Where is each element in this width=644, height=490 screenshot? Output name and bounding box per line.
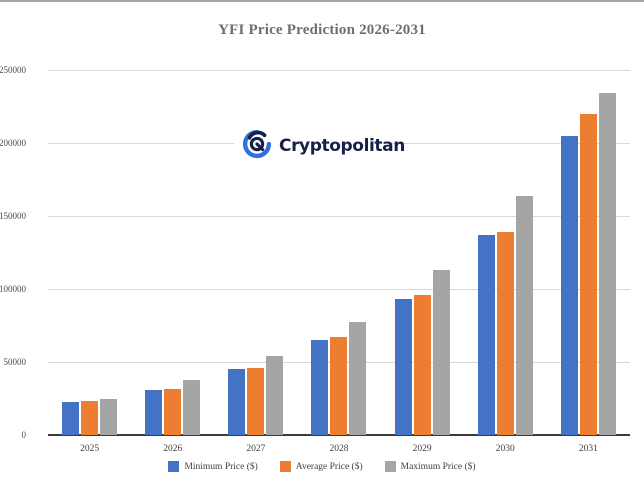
x-axis-tick-label: 2028 — [329, 444, 349, 454]
watermark: Cryptopolitan — [234, 120, 405, 172]
legend-item-average[interactable]: Average Price ($) — [279, 461, 363, 472]
legend-item-minimum[interactable]: Minimum Price ($) — [168, 461, 258, 472]
watermark-brand: Cryptopolitan — [279, 136, 405, 156]
bar-average[interactable] — [81, 400, 99, 435]
y-axis-tick-label: 250000 — [0, 65, 26, 75]
chart-title: YFI Price Prediction 2026-2031 — [218, 22, 426, 38]
chart-legend: Minimum Price ($) Average Price ($) Maximu… — [0, 461, 644, 472]
bar-maximum[interactable] — [349, 322, 367, 435]
legend-swatch-average — [279, 461, 291, 472]
x-axis-line — [48, 434, 630, 436]
bar-groups: 2025 2026 2027 2028 2029 2030 2031 — [48, 70, 630, 454]
bar-average[interactable] — [164, 389, 182, 435]
legend-item-maximum[interactable]: Maximum Price ($) — [384, 461, 476, 472]
gridline — [48, 289, 630, 290]
legend-swatch-minimum — [168, 461, 180, 472]
bar-average[interactable] — [413, 295, 431, 435]
bar-group: 2030 — [464, 70, 547, 454]
x-axis-tick-label: 2031 — [578, 444, 598, 454]
gridline — [48, 216, 630, 217]
bar-group: 2027 — [214, 70, 297, 454]
bar-minimum[interactable] — [477, 234, 495, 435]
y-axis-tick-label: 100000 — [0, 284, 26, 294]
bar-average[interactable] — [579, 113, 597, 435]
bar-average[interactable] — [496, 232, 514, 435]
bar-maximum[interactable] — [183, 379, 201, 435]
bar-group: 2025 — [48, 70, 131, 454]
legend-label: Average Price ($) — [295, 461, 363, 472]
x-axis-tick-label: 2027 — [246, 444, 266, 454]
bar-group: 2029 — [381, 70, 464, 454]
x-axis-tick-label: 2025 — [80, 444, 100, 454]
bar-minimum[interactable] — [62, 402, 80, 435]
x-axis-tick-label: 2026 — [163, 444, 183, 454]
bar-minimum[interactable] — [394, 298, 412, 435]
y-axis-tick-label: 0 — [21, 430, 27, 440]
y-axis-tick-label: 50000 — [3, 357, 27, 367]
bar-minimum[interactable] — [311, 340, 329, 435]
bar-maximum[interactable] — [100, 399, 118, 435]
bar-maximum[interactable] — [598, 93, 616, 435]
bar-group: 2028 — [297, 70, 380, 454]
bar-maximum[interactable] — [515, 196, 533, 435]
bar-maximum[interactable] — [432, 270, 450, 435]
bar-average[interactable] — [247, 368, 265, 435]
y-axis-tick-label: 150000 — [0, 211, 26, 221]
bar-group: 2026 — [131, 70, 214, 454]
x-axis-tick-label: 2029 — [412, 444, 432, 454]
bar-minimum[interactable] — [228, 369, 246, 435]
bar-minimum[interactable] — [145, 390, 163, 435]
gridline — [48, 70, 630, 71]
x-axis-tick-label: 2030 — [495, 444, 515, 454]
bar-maximum[interactable] — [266, 356, 284, 435]
y-axis-tick-label: 200000 — [0, 138, 26, 148]
legend-label: Minimum Price ($) — [184, 461, 258, 472]
plot-area: 0 50000 100000 150000 200000 250000 2025 2026 2… — [0, 65, 630, 454]
bar-group: 2031 — [547, 70, 630, 454]
legend-swatch-maximum — [384, 461, 396, 472]
bar-minimum[interactable] — [560, 136, 578, 435]
legend-label: Maximum Price ($) — [400, 461, 476, 472]
cryptopolitan-circle-logo-icon — [242, 129, 272, 164]
bar-average[interactable] — [330, 337, 348, 435]
